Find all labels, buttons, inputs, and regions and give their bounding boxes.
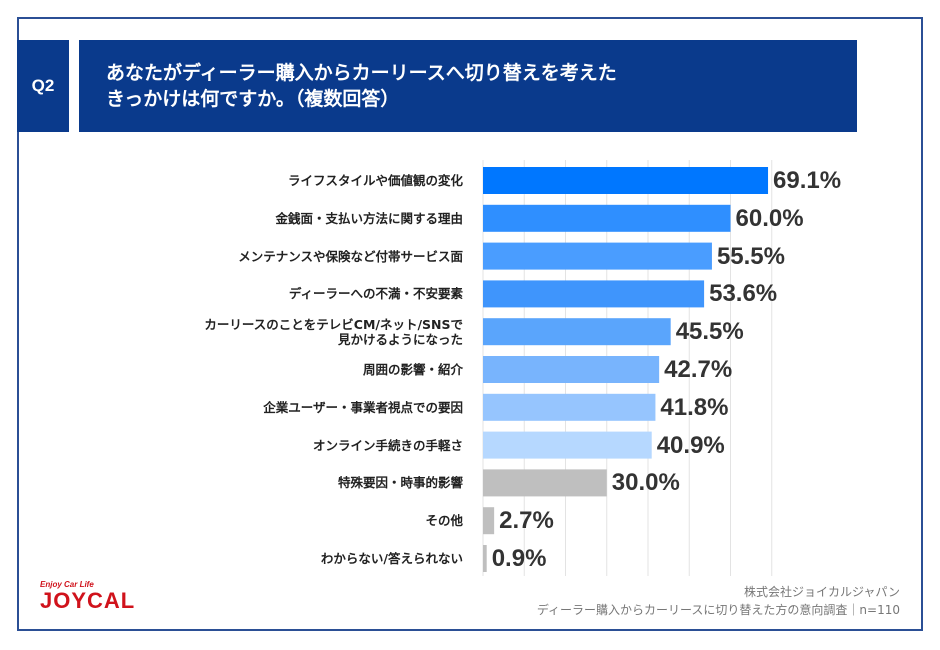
category-label: カーリースのことをテレビCM/ネット/SNSで 見かけるようになった (204, 316, 463, 347)
bar (483, 204, 731, 232)
data-label: 45.5% (675, 318, 744, 346)
bar (483, 167, 769, 194)
divider (17, 132, 18, 162)
category-label: ライフスタイルや価値観の変化 (287, 173, 463, 188)
source-note: 株式会社ジョイカルジャパン ディーラー購入からカーリースに切り替えた方の意向調査… (537, 583, 900, 619)
question-title: あなたがディーラー購入からカーリースへ切り替えを考えた きっかけは何ですか。（複… (79, 40, 857, 132)
category-label: 金銭面・支払い方法に関する理由 (275, 210, 463, 226)
bar (483, 318, 671, 346)
bar (483, 507, 495, 535)
card-frame (17, 17, 923, 631)
data-label: 42.7% (664, 356, 733, 383)
survey-info: ディーラー購入からカーリースに切り替えた方の意向調査｜n=110 (536, 603, 900, 617)
bar (483, 469, 607, 497)
category-label: 周囲の影響・紹介 (362, 362, 463, 377)
title-line-2: きっかけは何ですか。（複数回答） (106, 88, 400, 110)
bar (483, 393, 656, 421)
category-label: メンテナンスや保険など付帯サービス面 (238, 248, 463, 264)
category-label: 特殊要因・時事的影響 (337, 475, 463, 491)
divider (17, 17, 18, 40)
category-label: わからない/答えられない (320, 551, 463, 566)
company-name: 株式会社ジョイカルジャパン (743, 585, 900, 599)
category-label: ディーラーへの不満・不安要素 (288, 286, 463, 302)
data-label: 30.0% (611, 469, 680, 497)
category-label: その他 (425, 513, 463, 529)
data-label: 40.9% (656, 431, 725, 459)
data-label: 2.7% (499, 507, 554, 535)
data-label: 0.9% (491, 545, 547, 572)
data-label: 55.5% (716, 242, 785, 270)
logo-tagline: Enjoy Car Life (40, 580, 94, 589)
title-line-1: あなたがディーラー購入からカーリースへ切り替えを考えた (106, 62, 617, 84)
bar (483, 356, 660, 383)
logo-brand: JOYCAL (40, 588, 136, 613)
bar (483, 545, 487, 572)
question-number: Q2 (17, 40, 69, 132)
bar (483, 280, 705, 308)
category-label: 企業ユーザー・事業者視点での要因 (263, 399, 463, 415)
category-label: オンライン手続きの手軽さ (312, 437, 463, 453)
data-label: 41.8% (660, 393, 729, 421)
data-label: 69.1% (773, 167, 842, 194)
bar (483, 431, 652, 459)
data-label: 53.6% (709, 280, 778, 308)
bar (483, 242, 712, 270)
data-label: 60.0% (735, 204, 804, 232)
joycal-logo: Enjoy Car Life JOYCAL (40, 580, 155, 620)
